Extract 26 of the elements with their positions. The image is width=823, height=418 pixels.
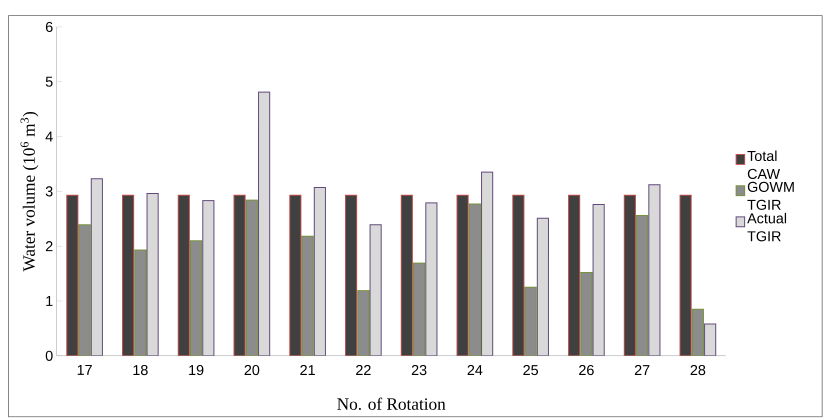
x-tick-label: 28 bbox=[690, 364, 706, 376]
x-tick-label: 23 bbox=[412, 364, 426, 376]
y-tick-label: 2 bbox=[46, 241, 52, 252]
x-tick-label: 18 bbox=[133, 364, 148, 376]
y-tick-label: 5 bbox=[46, 76, 53, 87]
x-axis-title: No. of Rotation bbox=[337, 397, 446, 410]
x-tick-label: 25 bbox=[523, 364, 538, 376]
x-tick-label: 24 bbox=[468, 364, 482, 375]
y-tick-label: 1 bbox=[46, 296, 52, 306]
legend-label: GOWM TGIR bbox=[747, 182, 794, 210]
x-tick-label: 27 bbox=[634, 364, 650, 375]
y-tick-label: 4 bbox=[46, 132, 53, 142]
x-tick-label: 21 bbox=[300, 364, 315, 375]
x-tick-label: 26 bbox=[579, 364, 594, 376]
bar bbox=[66, 194, 78, 356]
y-tick-label: 3 bbox=[46, 186, 53, 196]
x-tick-label: 20 bbox=[244, 364, 260, 376]
y-tick-label: 6 bbox=[46, 22, 53, 32]
x-tick-label: 17 bbox=[78, 364, 92, 375]
legend-label: Actual TGIR bbox=[747, 212, 786, 242]
legend-label: Total CAW bbox=[747, 150, 780, 179]
x-tick-label: 22 bbox=[356, 364, 371, 375]
y-axis-title: Water volume (10$^{6}$ m$^{3}$) bbox=[20, 112, 38, 272]
bar bbox=[178, 194, 190, 356]
y-tick-label: 0 bbox=[46, 350, 53, 361]
x-tick-label: 19 bbox=[189, 364, 204, 376]
